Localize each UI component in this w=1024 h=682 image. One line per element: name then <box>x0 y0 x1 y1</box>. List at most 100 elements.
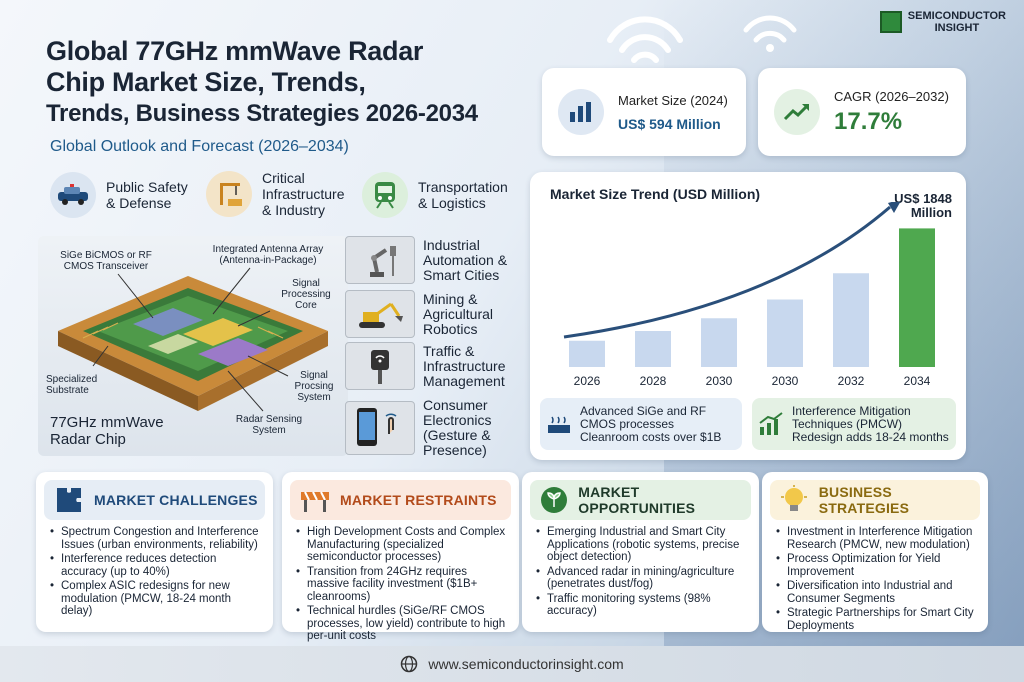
cleanroom-icon <box>548 416 570 433</box>
trend-arrow-head <box>888 202 901 213</box>
list-item: Advanced radar in mining/agriculture (pe… <box>536 566 751 591</box>
list-item: Interference reduces detection accuracy … <box>50 553 265 578</box>
chart-peak-label: US$ 1848 Million <box>894 191 952 220</box>
market-restraints-box: MARKET RESTRAINTS High Development Costs… <box>282 472 519 642</box>
trend-arrow-line <box>563 205 891 339</box>
label-signal-core: Signal Processing Core <box>281 278 331 311</box>
chart-bar <box>635 331 671 367</box>
application-label: Consumer Electronics (Gesture & Presence… <box>423 397 492 458</box>
logo-icon <box>879 11 902 33</box>
x-tick-label: 2030 <box>706 374 733 388</box>
segment-label: Transportation & Logistics <box>418 179 508 211</box>
list-item: Diversification into Industrial and Cons… <box>776 580 980 605</box>
application-label: Mining & Agricultural Robotics <box>423 290 494 337</box>
note-text: Interference Mitigation Techniques (PMCW… <box>792 403 949 444</box>
page-title: Global 77GHz mmWave Radar Chip Market Si… <box>46 36 536 129</box>
x-tick-label: 2028 <box>640 374 667 388</box>
chart-bar <box>767 299 803 367</box>
list-item: Investment in Interference Mitigation Re… <box>776 526 980 551</box>
label-transceiver: SiGe BiCMOS or RF CMOS Transceiver <box>60 250 152 272</box>
brand-logo: SEMICONDUCTOR INSIGHT <box>879 10 1006 34</box>
police-car-icon <box>50 172 96 218</box>
x-tick-label: 2032 <box>838 374 865 388</box>
label-substrate: Specialized Substrate <box>46 374 98 396</box>
application-label: Traffic & Infrastructure Management <box>423 342 506 389</box>
cagr-value: 17.7% <box>834 107 903 135</box>
market-size-card: Market Size (2024) US$ 594 Million <box>542 68 746 156</box>
segment-critical-infrastructure: Critical Infrastructure & Industry <box>206 170 344 218</box>
lightbulb-icon <box>778 483 811 517</box>
box-title: MARKET CHALLENGES <box>94 492 258 508</box>
note-processes: Advanced SiGe and RF CMOS processes Clea… <box>540 398 742 450</box>
chart-bar <box>569 340 605 367</box>
list-item: Complex ASIC redesigns for new modulatio… <box>50 580 265 618</box>
phone-gesture-icon <box>345 401 415 455</box>
cagr-card: CAGR (2026–2032) 17.7% <box>758 68 966 156</box>
box-header: BUSINESS STRATEGIES <box>770 480 980 520</box>
box-list: Investment in Interference Mitigation Re… <box>776 526 980 634</box>
segment-label: Public Safety & Defense <box>106 179 188 211</box>
list-item: Technical hurdles (SiGe/RF CMOS processe… <box>296 605 511 643</box>
note-interference: Interference Mitigation Techniques (PMCW… <box>752 398 956 450</box>
globe-icon <box>401 655 418 673</box>
chart-title: Market Size Trend (USD Million) <box>550 186 761 202</box>
note-text: Advanced SiGe and RF CMOS processes Clea… <box>580 403 722 444</box>
trend-up-icon <box>774 89 820 135</box>
chip-title: 77GHz mmWave Radar Chip <box>50 414 164 448</box>
box-list: Emerging Industrial and Smart City Appli… <box>536 526 751 620</box>
box-title: MARKET OPPORTUNITIES <box>578 484 696 516</box>
segment-public-safety: Public Safety & Defense <box>50 172 188 218</box>
market-size-chart: 2026 2028 2030 2030 2032 2034 <box>563 202 935 388</box>
bar-growth-icon <box>759 412 783 435</box>
title-line: Trends, Business Strategies 2026-2034 <box>46 100 478 127</box>
application-traffic: Traffic & Infrastructure Management <box>345 342 523 390</box>
train-icon <box>362 172 408 218</box>
chip-illustration-panel: SiGe BiCMOS or RF CMOS Transceiver Integ… <box>38 236 348 456</box>
list-item: Process Optimization for Yield Improveme… <box>776 553 980 578</box>
growth-plant-icon <box>538 483 570 517</box>
box-title: MARKET RESTRAINTS <box>340 492 497 508</box>
application-consumer: Consumer Electronics (Gesture & Presence… <box>345 398 523 458</box>
logo-text: SEMICONDUCTOR INSIGHT <box>907 10 1006 34</box>
market-opportunities-box: MARKET OPPORTUNITIES Emerging Industrial… <box>522 472 759 632</box>
application-mining: Mining & Agricultural Robotics <box>345 290 523 338</box>
website-link[interactable]: www.semiconductorinsight.com <box>428 656 624 672</box>
list-item: Emerging Industrial and Smart City Appli… <box>536 526 751 564</box>
box-list: High Development Costs and Complex Manuf… <box>296 526 511 645</box>
market-challenges-box: MARKET CHALLENGES Spectrum Congestion an… <box>36 472 273 632</box>
traffic-sensor-icon <box>345 342 415 390</box>
wifi-icon <box>607 16 683 63</box>
segment-label: Critical Infrastructure & Industry <box>262 170 345 218</box>
list-item: Transition from 24GHz requires massive f… <box>296 566 511 604</box>
page-subtitle: Global Outlook and Forecast (2026–2034) <box>50 138 349 155</box>
chart-bar <box>701 318 737 367</box>
wifi-icon <box>743 15 797 52</box>
title-line: Global 77GHz mmWave Radar <box>46 36 424 66</box>
radar-chip-illustration <box>58 267 328 412</box>
crane-icon <box>206 171 252 217</box>
market-size-label: Market Size (2024) <box>618 92 728 108</box>
application-industrial: Industrial Automation & Smart Cities <box>345 236 523 284</box>
list-item: High Development Costs and Complex Manuf… <box>296 526 511 564</box>
box-header: MARKET CHALLENGES <box>44 480 265 520</box>
excavator-icon <box>345 290 415 338</box>
barrier-icon <box>298 483 332 517</box>
market-size-trend-card: Market Size Trend (USD Million) US$ 1848… <box>530 172 966 460</box>
puzzle-icon <box>52 483 86 517</box>
x-tick-label: 2026 <box>574 374 601 388</box>
market-size-value: US$ 594 Million <box>618 115 721 132</box>
label-antenna: Integrated Antenna Array (Antenna-in-Pac… <box>212 244 324 266</box>
label-radar-system: Radar Sensing System <box>235 414 303 436</box>
footer: www.semiconductorinsight.com <box>0 646 1024 682</box>
list-item: Spectrum Congestion and Interference Iss… <box>50 526 265 551</box>
robot-arm-icon <box>345 236 415 284</box>
box-list: Spectrum Congestion and Interference Iss… <box>50 526 265 620</box>
label-signal-system: Signal Procsing System <box>294 370 334 403</box>
box-title: BUSINESS STRATEGIES <box>818 484 910 516</box>
application-label: Industrial Automation & Smart Cities <box>423 236 508 283</box>
x-tick-label: 2030 <box>772 374 799 388</box>
chart-bar <box>833 273 869 367</box>
cagr-label: CAGR (2026–2032) <box>834 88 949 104</box>
list-item: Strategic Partnerships for Smart City De… <box>776 607 980 632</box>
box-header: MARKET OPPORTUNITIES <box>530 480 751 520</box>
